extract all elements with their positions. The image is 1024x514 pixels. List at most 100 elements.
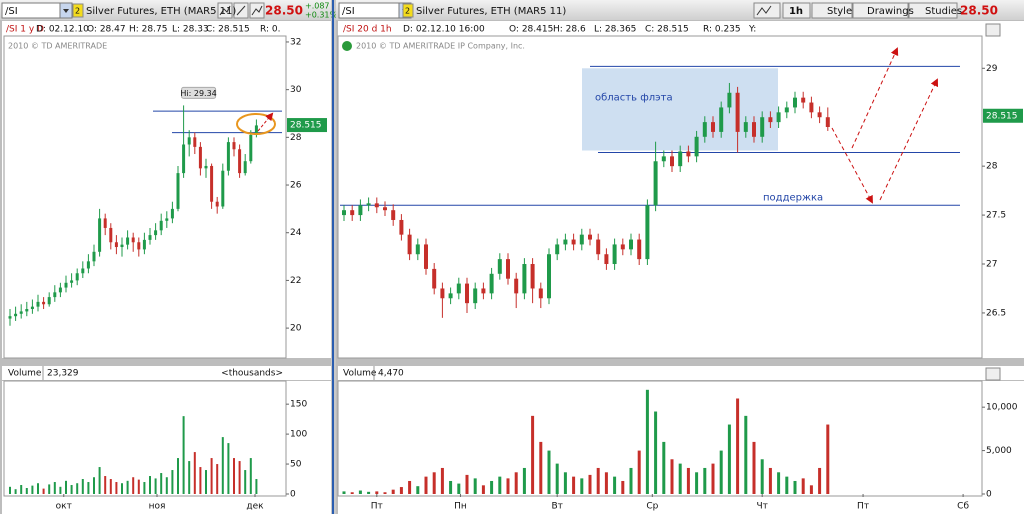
candle-body [154, 230, 158, 236]
icon-button[interactable] [985, 367, 1001, 381]
volume-bar [522, 467, 526, 494]
candle-body [92, 251, 96, 262]
candle-body [629, 239, 633, 250]
instrument: Silver Futures, ETH (MAR5 11) [86, 6, 236, 17]
support-label: поддержка [763, 192, 823, 203]
link: 2 [405, 7, 410, 16]
candle-body [653, 161, 658, 206]
icon [236, 5, 246, 16]
volume-bar [662, 441, 666, 494]
drawings-button[interactable] [852, 2, 909, 19]
candle-body [182, 144, 186, 174]
volume-tick-label: 150 [290, 400, 307, 410]
volume-bar [826, 424, 830, 494]
info-date: D: 02.12.10 [36, 25, 89, 35]
volume-bar [358, 490, 362, 494]
candle-body [448, 293, 453, 299]
volume-bar [160, 473, 163, 494]
candle-body [776, 112, 781, 123]
icon [756, 5, 772, 16]
volume-bar [70, 485, 73, 494]
volume-bar [498, 476, 502, 494]
volume-bar [391, 489, 395, 494]
volume-bar [121, 483, 123, 494]
volume-title: Volume [8, 369, 42, 379]
change: +.087 [305, 2, 330, 11]
candle-body [645, 205, 650, 260]
volume-tick-label: 0 [986, 490, 992, 500]
candle-body [383, 207, 387, 211]
volume-bar [154, 478, 157, 494]
candle-body [686, 151, 691, 157]
volume-bar [506, 478, 510, 494]
arrow [257, 112, 274, 132]
icon-button[interactable] [985, 23, 1001, 37]
volume-bar [42, 488, 45, 494]
candle-body [64, 282, 68, 288]
candle-body [809, 102, 814, 113]
info-date: D: 02.12.10 16:00 [403, 25, 485, 35]
info-close: C: 28.515 [645, 25, 689, 35]
candle-body [735, 92, 740, 132]
candle-body [637, 239, 642, 260]
style-button[interactable] [811, 2, 853, 19]
studies-button[interactable] [908, 2, 958, 19]
interval-button[interactable] [782, 2, 811, 19]
volume-bar [555, 463, 559, 494]
volume-bar [210, 458, 213, 494]
volume-bar [76, 483, 79, 494]
volume-bar [399, 487, 403, 494]
x-tick-label: Вт [551, 502, 562, 512]
candle-body [198, 146, 202, 169]
volume-bar [367, 491, 371, 494]
volume-bar [53, 482, 56, 494]
plot-border [337, 380, 983, 497]
candle-body [391, 210, 396, 220]
hi-label: Hi: 29.34 [180, 89, 216, 98]
volume-bar [588, 474, 592, 494]
volume-bar [777, 472, 781, 494]
candle-body [81, 268, 85, 274]
volume-title: Volume [343, 369, 377, 379]
last-price-tag-label: 28.515 [290, 121, 322, 131]
candle-body [342, 210, 346, 216]
candle-body [489, 273, 494, 294]
candle-body [58, 287, 62, 293]
chart-layer: 20 22 24 26 28 30 32 Hi: 29.34 28.515 0 50 100 150 ок… [8, 37, 1023, 512]
volume-bar [580, 478, 584, 494]
period: /SI 1 y D [6, 25, 44, 35]
candle-body [620, 244, 625, 250]
candle-body [226, 142, 230, 171]
candle-body [825, 117, 830, 128]
candle-body [98, 218, 102, 252]
volume-total: 4,470 [378, 369, 404, 379]
y-tick-label: 27 [986, 260, 997, 270]
volume-bar [768, 467, 772, 494]
volume-bar [216, 464, 219, 494]
link-box[interactable] [402, 3, 414, 18]
volume-bar [809, 485, 813, 494]
info-icon[interactable] [342, 41, 352, 51]
volume-bar [645, 389, 649, 494]
volume-bar [760, 459, 764, 494]
volume-bar [670, 459, 674, 494]
candle-body [165, 218, 169, 221]
volume-bar [115, 482, 118, 494]
candle-body [170, 208, 174, 219]
volume-bar [375, 491, 379, 494]
volume-bar [126, 480, 129, 494]
candle-body [399, 219, 404, 235]
volume-bar [695, 472, 699, 494]
candle-body [204, 165, 208, 169]
volume-bar [137, 479, 140, 494]
volume-bar [473, 478, 477, 494]
volume-bar [132, 477, 135, 494]
x-tick-label: Пн [454, 502, 467, 512]
volume-tick-label: 0 [290, 490, 296, 500]
icon-button[interactable] [753, 2, 781, 19]
link-box[interactable] [72, 3, 84, 18]
volume-bar [432, 472, 436, 494]
volume-header [2, 366, 331, 380]
volume-bar [233, 458, 235, 494]
plot-border [3, 35, 287, 359]
